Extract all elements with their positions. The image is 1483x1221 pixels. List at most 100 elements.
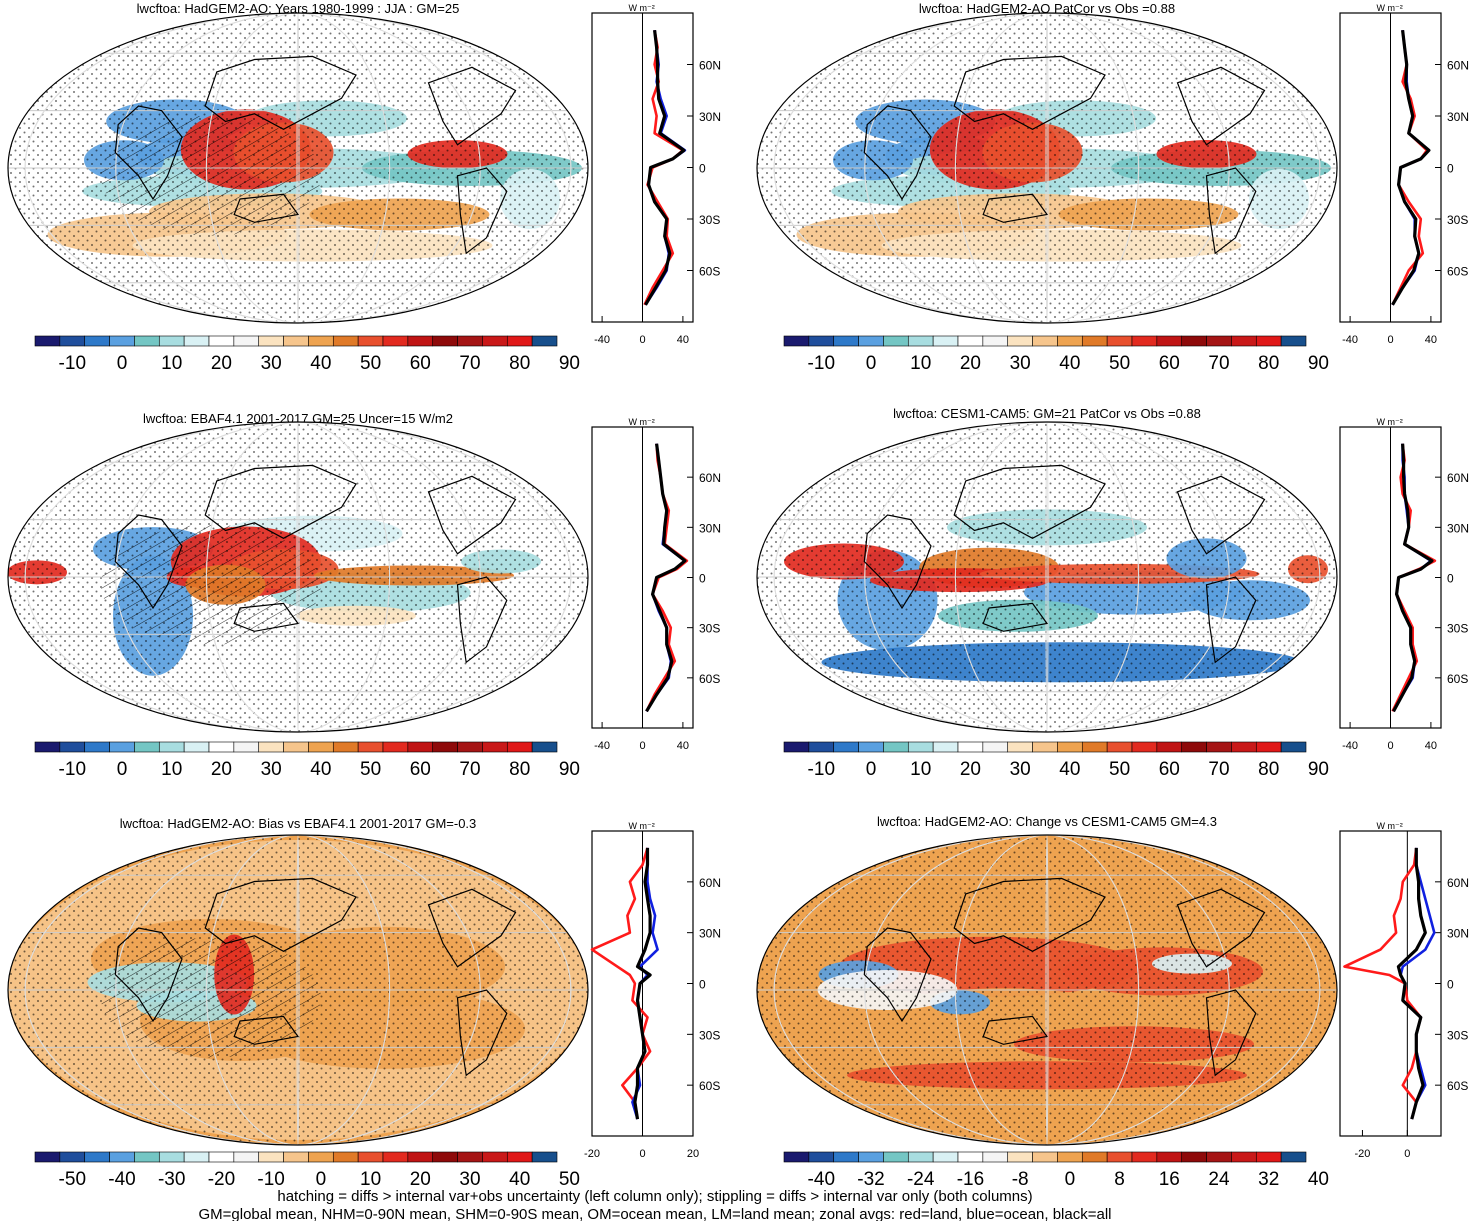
zonal-y-tick-label: 30S bbox=[1447, 622, 1468, 636]
zonal-y-tick-label: 0 bbox=[699, 162, 706, 176]
colorbar-tick-label: -10 bbox=[808, 759, 835, 780]
colorbar-tick-label: 0 bbox=[117, 759, 128, 780]
colorbar-box bbox=[208, 1151, 235, 1163]
colorbar-box bbox=[134, 741, 160, 753]
map-outline bbox=[7, 12, 589, 324]
colorbar-tick-label: 40 bbox=[1308, 1169, 1329, 1190]
coastline bbox=[1205, 167, 1257, 255]
colorbar: -10 0 10 20 30 40 50 60 70 80 90 bbox=[783, 335, 1329, 374]
colorbar-box bbox=[1156, 1151, 1183, 1163]
zonal-x-tick-label: -40 bbox=[594, 740, 610, 752]
colorbar-box bbox=[1057, 335, 1083, 347]
coastline bbox=[456, 989, 508, 1077]
graticule-lon bbox=[205, 422, 391, 732]
colorbar-box bbox=[457, 335, 483, 347]
colorbar-box bbox=[482, 1151, 508, 1163]
colorbar: -10 0 10 20 30 40 50 60 70 80 90 bbox=[34, 335, 580, 374]
colorbar-tick-label: 10 bbox=[161, 353, 182, 374]
colorbar-box bbox=[1181, 1151, 1207, 1163]
coastline bbox=[953, 55, 1106, 130]
colorbar-tick-label: 0 bbox=[117, 353, 128, 374]
zonal-y-tick-label: 60S bbox=[699, 672, 720, 686]
colorbar-tick-label: 0 bbox=[1065, 1169, 1076, 1190]
zonal-x-tick-label: -40 bbox=[1342, 334, 1358, 346]
zonal-y-tick-label: 30S bbox=[699, 622, 720, 636]
colorbar-box bbox=[982, 1151, 1009, 1163]
colorbar-tick-label: 50 bbox=[559, 1169, 580, 1190]
panel-title: lwcftoa: CESM1-CAM5: GM=21 PatCor vs Obs… bbox=[893, 406, 1201, 421]
colorbar: -50 -40 -30 -20 -10 0 10 20 30 40 50 bbox=[34, 1151, 580, 1190]
colorbar-box bbox=[907, 335, 934, 347]
colorbar-tick-label: 80 bbox=[1258, 353, 1279, 374]
colorbar-tick-label: 40 bbox=[310, 759, 331, 780]
zonal-line-all bbox=[644, 30, 686, 306]
zonal-line-all bbox=[633, 847, 652, 1120]
colorbar-tick-label: 70 bbox=[459, 353, 480, 374]
colorbar-box bbox=[982, 335, 1009, 347]
zonal-x-tick-label: -20 bbox=[584, 1148, 600, 1160]
graticule-lon bbox=[24, 835, 572, 1145]
zonal-x-tick-label: 0 bbox=[1404, 1148, 1410, 1160]
coastline bbox=[114, 105, 183, 201]
coastline bbox=[953, 877, 1106, 952]
colorbar-tick-label: 40 bbox=[509, 1169, 530, 1190]
zonal-x-tick-label: 40 bbox=[677, 334, 689, 346]
colorbar-tick-label: 10 bbox=[910, 759, 931, 780]
colorbar-box bbox=[783, 335, 810, 347]
panel-title: lwcftoa: HadGEM2-AO: Bias vs EBAF4.1 200… bbox=[120, 816, 477, 831]
map-outline bbox=[7, 421, 589, 733]
panel-6: lwcftoa: HadGEM2-AO: Change vs CESM1-CAM… bbox=[756, 814, 1469, 1190]
graticule-lon bbox=[954, 13, 1140, 323]
colorbar-box bbox=[932, 1151, 959, 1163]
colorbar-box bbox=[382, 741, 409, 753]
coastline bbox=[863, 927, 932, 1023]
coastline bbox=[456, 576, 508, 664]
zonal-y-tick-label: 60N bbox=[699, 471, 721, 485]
coastline bbox=[982, 602, 1049, 632]
zonal-y-tick-label: 30N bbox=[699, 521, 721, 535]
colorbar-tick-label: 90 bbox=[559, 759, 580, 780]
colorbar-tick-label: 70 bbox=[1208, 353, 1229, 374]
colorbar-box bbox=[158, 741, 185, 753]
graticule-lon bbox=[954, 835, 1140, 1145]
colorbar-box bbox=[183, 335, 210, 347]
coastline bbox=[427, 888, 517, 968]
colorbar-box bbox=[1057, 741, 1083, 753]
colorbar-box bbox=[432, 335, 458, 347]
colorbar-box bbox=[183, 1151, 210, 1163]
colorbar-tick-label: 50 bbox=[1109, 353, 1130, 374]
hatching bbox=[101, 115, 321, 236]
zonal-x-tick-label: 0 bbox=[639, 334, 645, 346]
zonal-frame bbox=[1339, 830, 1442, 1137]
colorbar-box bbox=[1206, 335, 1232, 347]
coastline bbox=[1205, 989, 1257, 1077]
map-field bbox=[757, 422, 1337, 732]
colorbar-box bbox=[883, 335, 909, 347]
colorbar-tick-label: 32 bbox=[1258, 1169, 1279, 1190]
zonal-y-tick-label: 30N bbox=[1447, 110, 1469, 124]
zonal-x-tick-label: 0 bbox=[1387, 740, 1393, 752]
colorbar-tick-label: 80 bbox=[509, 759, 530, 780]
colorbar-box bbox=[59, 1151, 86, 1163]
graticule-lon bbox=[205, 835, 391, 1145]
colorbar-box bbox=[783, 1151, 810, 1163]
colorbar-box bbox=[1081, 335, 1108, 347]
coastline bbox=[233, 602, 300, 632]
colorbar-box bbox=[1032, 1151, 1058, 1163]
colorbar-box bbox=[308, 1151, 334, 1163]
zonal-x-tick-label: -40 bbox=[594, 334, 610, 346]
zonal-x-tick-label: 0 bbox=[639, 1148, 645, 1160]
colorbar-box bbox=[258, 1151, 284, 1163]
zonal-y-tick-label: 60S bbox=[699, 1079, 720, 1093]
colorbar-box bbox=[308, 741, 334, 753]
colorbar-box bbox=[84, 1151, 110, 1163]
zonal-x-tick-label: 40 bbox=[1425, 740, 1437, 752]
colorbar-box bbox=[233, 741, 260, 753]
zonal-x-tick-label: 40 bbox=[1425, 334, 1437, 346]
graticule-lon bbox=[296, 422, 300, 732]
colorbar-tick-label: -10 bbox=[808, 353, 835, 374]
colorbar-tick-label: 16 bbox=[1159, 1169, 1180, 1190]
colorbar-tick-label: -10 bbox=[257, 1169, 284, 1190]
colorbar-box bbox=[34, 1151, 61, 1163]
colorbar-box bbox=[531, 335, 558, 347]
